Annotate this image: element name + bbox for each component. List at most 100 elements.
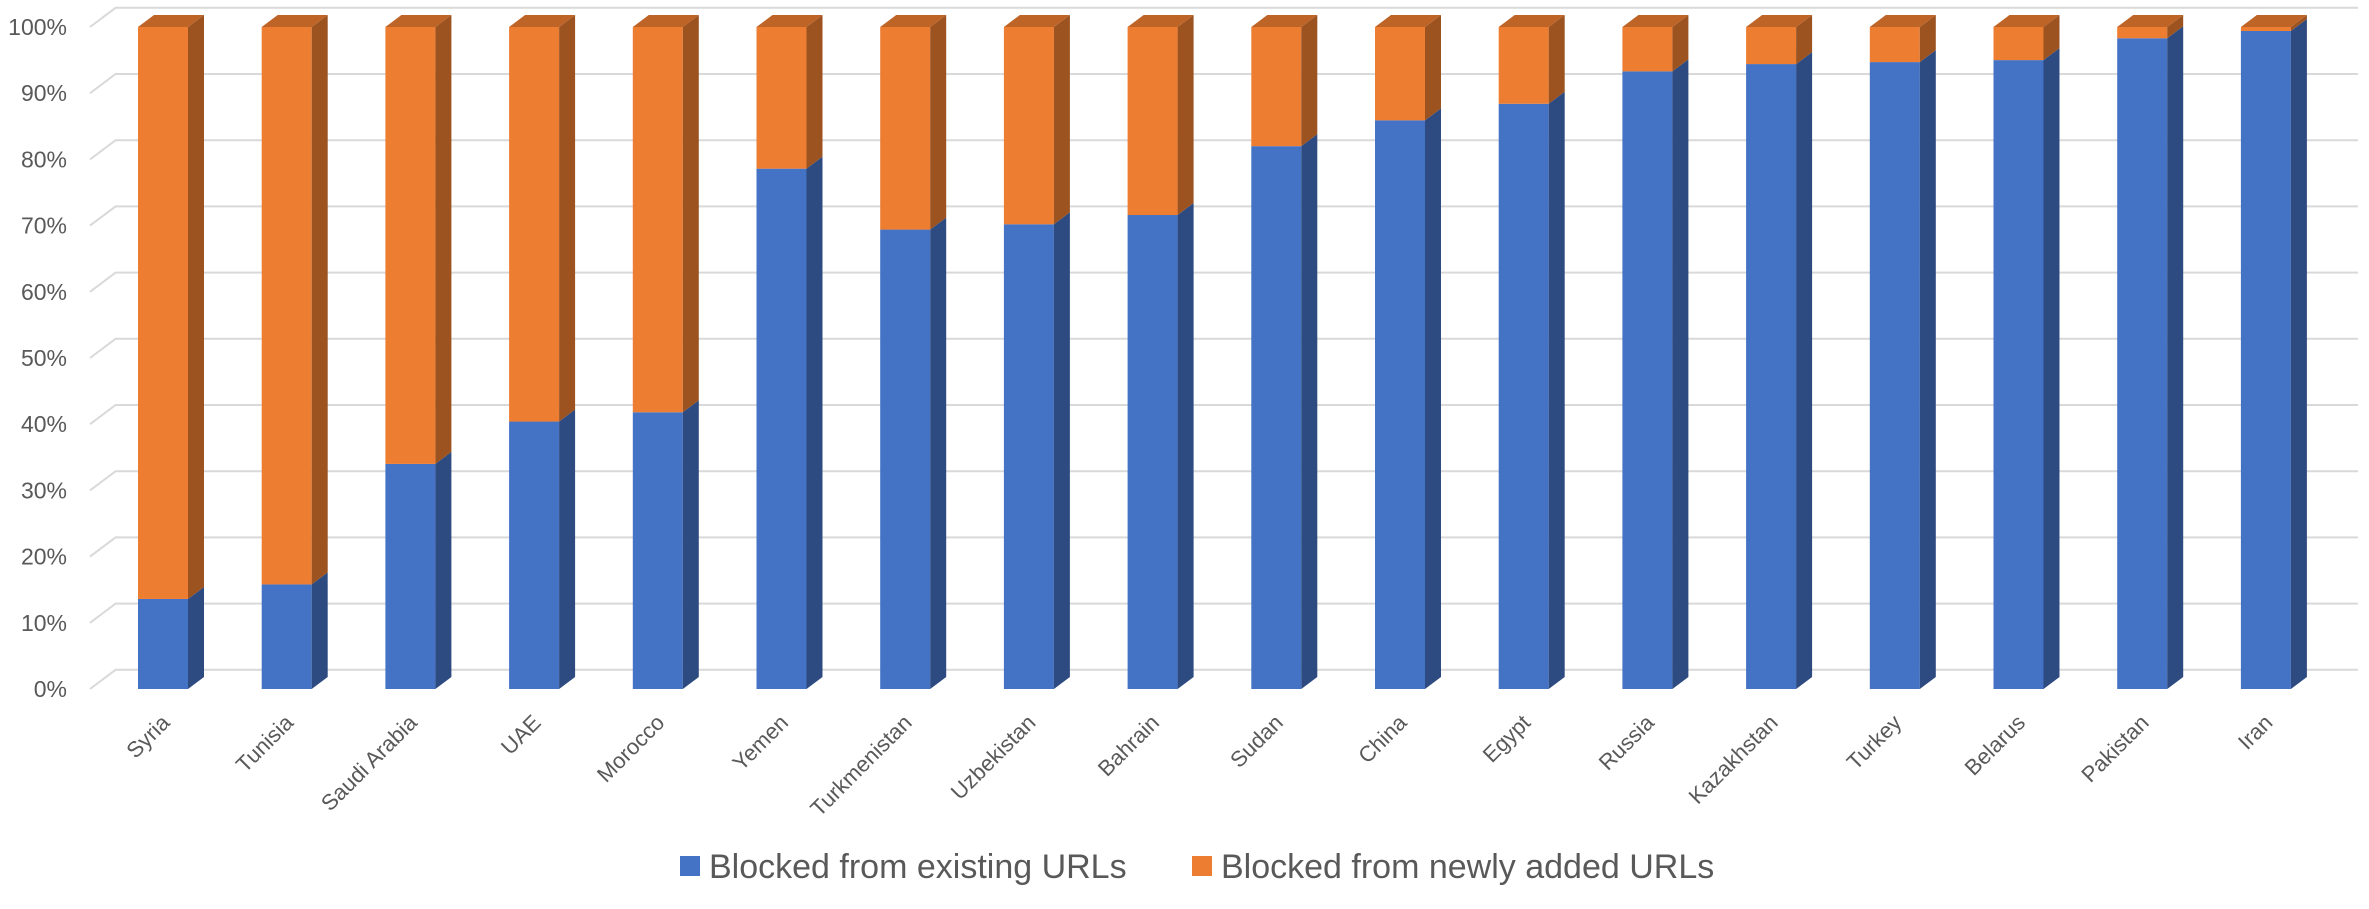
- bar-side: [1919, 15, 1936, 63]
- bar-segment: [1746, 52, 1813, 689]
- bar-segment: [756, 15, 823, 169]
- bar-side: [1796, 52, 1813, 689]
- bar-segment: [2117, 15, 2184, 39]
- gridline: [89, 205, 2358, 227]
- x-category-label: Sudan: [1225, 710, 1288, 773]
- gridline: [89, 271, 2358, 293]
- x-category-label: Saudi Arabia: [316, 709, 422, 815]
- bar-segment: [2240, 15, 2307, 31]
- bar-side: [2290, 18, 2307, 690]
- bar-front: [261, 584, 312, 689]
- bar-front: [138, 27, 188, 599]
- y-tick-label: 60%: [21, 279, 67, 305]
- bar-segment: [385, 15, 452, 464]
- bar-top: [632, 15, 699, 27]
- bar-segment: [1251, 15, 1318, 147]
- x-category-label: Turkey: [1842, 710, 1907, 775]
- gridline: [89, 73, 2358, 94]
- legend-label: Blocked from newly added URLs: [1221, 848, 1714, 886]
- bar-side: [682, 400, 699, 689]
- bar-segment: [1498, 91, 1565, 690]
- bar-segment: [1251, 134, 1318, 689]
- x-category-label: Yemen: [727, 710, 793, 776]
- bar-segment: [632, 400, 699, 689]
- bar-segment: [1375, 108, 1441, 690]
- bar-side: [1672, 15, 1689, 72]
- bar-side: [559, 15, 576, 422]
- bar-side: [2167, 15, 2184, 39]
- bar-segment: [261, 572, 328, 689]
- y-tick-label: 90%: [21, 80, 67, 106]
- bar-front: [509, 421, 560, 689]
- bar-side: [930, 217, 947, 689]
- bar-segment: [1003, 212, 1070, 689]
- bar-side: [1672, 59, 1689, 689]
- bar-side: [311, 15, 328, 585]
- bar-side: [1548, 91, 1565, 690]
- x-category-label: Russia: [1594, 709, 1660, 775]
- bar-side: [806, 15, 823, 169]
- bar-segment: [880, 217, 947, 689]
- bar-top: [1746, 15, 1813, 27]
- x-category-label: Bahrain: [1093, 710, 1164, 781]
- bar-side: [1177, 15, 1194, 216]
- bar-segment: [1993, 15, 2060, 61]
- gridline: [89, 337, 2358, 359]
- bar-front: [1498, 103, 1549, 690]
- bar-top: [261, 15, 328, 27]
- bar-top: [1622, 15, 1689, 27]
- bar-front: [1375, 120, 1425, 690]
- bar-front: [756, 27, 807, 169]
- x-category-label: Iran: [2233, 710, 2277, 754]
- bar-top: [1993, 15, 2060, 27]
- bar-front: [1127, 27, 1178, 216]
- gridline: [89, 602, 2358, 624]
- bar-front: [1993, 27, 2044, 61]
- bar-segment: [261, 15, 328, 585]
- bar-top: [1251, 15, 1318, 27]
- bar-top: [1869, 15, 1936, 27]
- bar-front: [1375, 27, 1425, 121]
- bar-side: [2043, 48, 2060, 690]
- bar-front: [2240, 30, 2291, 690]
- bar-side: [1919, 50, 1936, 689]
- bar-front: [385, 463, 436, 689]
- x-category-label: Uzbekistan: [946, 710, 1041, 805]
- bar-segment: [1127, 15, 1194, 216]
- legend: Blocked from existing URLs Blocked from n…: [680, 848, 1714, 886]
- bar-segment: [2240, 18, 2307, 690]
- bar-front: [880, 229, 931, 689]
- bar-front: [385, 27, 436, 464]
- bar-front: [632, 27, 683, 413]
- gridline: [89, 139, 2358, 161]
- bar-top: [138, 15, 204, 27]
- bar-segment: [1375, 15, 1441, 121]
- x-category-label: Belarus: [1960, 710, 2030, 780]
- bar-top: [2117, 15, 2184, 27]
- bar-side: [1425, 108, 1441, 690]
- bar-segment: [509, 15, 576, 422]
- y-tick-label: 0%: [34, 676, 67, 702]
- bar-side: [1425, 15, 1441, 121]
- bar-front: [756, 168, 807, 690]
- bar-front: [261, 27, 312, 585]
- bar-side: [2043, 15, 2060, 61]
- gridline: [89, 470, 2358, 492]
- bar-front: [2117, 27, 2168, 39]
- legend-swatch: [680, 856, 700, 876]
- bar-front: [2117, 38, 2168, 689]
- bar-segment: [385, 451, 452, 689]
- bar-front: [1251, 146, 1302, 689]
- x-category-label: Tunisia: [231, 709, 299, 777]
- bar-segment: [1622, 59, 1689, 689]
- legend-label: Blocked from existing URLs: [709, 848, 1127, 886]
- y-tick-label: 10%: [21, 610, 67, 636]
- y-tick-label: 20%: [21, 544, 67, 570]
- bar-front: [1746, 64, 1797, 689]
- x-category-label: Turkmenistan: [805, 710, 916, 821]
- bar-front: [1869, 62, 1920, 689]
- x-category-label: Kazakhstan: [1684, 710, 1783, 809]
- bar-side: [1301, 15, 1318, 147]
- bar-segment: [1003, 15, 1070, 225]
